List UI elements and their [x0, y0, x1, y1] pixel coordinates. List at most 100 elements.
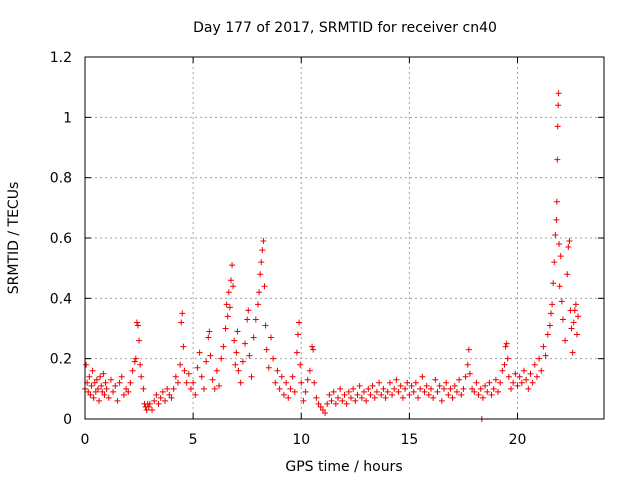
y-tick-label: 0 [63, 412, 72, 428]
data-point [190, 379, 197, 386]
data-point [127, 379, 134, 386]
data-point [428, 385, 434, 392]
data-point [453, 388, 460, 395]
data-point [533, 373, 540, 380]
data-point [550, 280, 557, 287]
data-point [83, 361, 90, 368]
data-point [300, 397, 307, 404]
data-point [497, 379, 504, 386]
data-point [423, 382, 430, 389]
data-point [488, 391, 495, 398]
data-point [132, 355, 139, 362]
data-point [200, 385, 207, 392]
data-point [123, 385, 130, 392]
data-point [558, 298, 565, 305]
data-point [569, 349, 576, 356]
data-point [168, 394, 175, 401]
data-point [479, 394, 486, 401]
data-point [399, 394, 406, 401]
data-point [116, 379, 123, 386]
data-point [421, 388, 428, 395]
data-point [469, 385, 476, 392]
data-point [540, 343, 547, 350]
data-point [293, 349, 300, 356]
data-point [406, 391, 413, 398]
data-point [164, 385, 171, 392]
data-point [143, 406, 150, 413]
data-point [297, 361, 304, 368]
data-point [337, 385, 344, 392]
data-point [417, 385, 424, 392]
data-point [302, 388, 309, 395]
data-point [151, 397, 158, 404]
data-point [554, 123, 561, 130]
data-point [262, 322, 269, 329]
data-point [136, 337, 143, 344]
data-point [218, 355, 225, 362]
data-point [224, 313, 231, 320]
data-point [295, 331, 302, 338]
data-point [137, 361, 144, 368]
data-point [235, 367, 242, 374]
data-point [125, 388, 132, 395]
data-point [354, 391, 361, 398]
data-point [185, 370, 192, 377]
data-point [341, 391, 348, 398]
data-point [335, 394, 342, 401]
data-point [556, 241, 563, 248]
data-point [317, 403, 324, 410]
data-point [99, 388, 106, 395]
data-point [270, 355, 277, 362]
data-point [206, 328, 213, 335]
data-point [274, 367, 281, 374]
data-point [187, 385, 194, 392]
data-point [267, 334, 274, 341]
data-point [373, 388, 380, 395]
data-point [365, 385, 372, 392]
data-point [536, 355, 543, 362]
data-point [207, 352, 214, 359]
data-point [261, 283, 268, 290]
data-point [157, 394, 164, 401]
data-point [296, 319, 303, 326]
data-point [503, 340, 510, 347]
data-point [434, 388, 441, 395]
data-point [90, 394, 97, 401]
data-point [257, 271, 264, 278]
data-point [389, 391, 396, 398]
x-tick-label: 0 [81, 432, 90, 448]
data-point [360, 388, 367, 395]
data-point [460, 385, 467, 392]
data-point [546, 322, 553, 329]
data-point [209, 376, 216, 383]
y-tick-label: 1.2 [50, 50, 72, 66]
data-point [248, 373, 255, 380]
data-point [553, 198, 560, 205]
data-point [198, 373, 205, 380]
data-point [242, 340, 249, 347]
data-point [369, 382, 376, 389]
data-point [486, 379, 493, 386]
data-point [86, 373, 93, 380]
data-point [97, 373, 104, 380]
data-point [222, 325, 229, 332]
data-point [482, 382, 489, 389]
data-point [502, 343, 509, 350]
x-tick-label: 20 [509, 432, 527, 448]
data-point [98, 382, 105, 389]
data-point [518, 379, 525, 386]
data-point [445, 391, 452, 398]
data-point [363, 397, 370, 404]
data-point [88, 382, 95, 389]
data-point [96, 397, 103, 404]
data-points [82, 90, 582, 422]
data-point [499, 367, 506, 374]
data-point [350, 385, 357, 392]
data-point [181, 367, 188, 374]
data-point [404, 379, 411, 386]
data-point [211, 385, 218, 392]
data-point [458, 391, 465, 398]
data-point [94, 385, 101, 392]
data-point [162, 397, 169, 404]
data-point [278, 373, 285, 380]
